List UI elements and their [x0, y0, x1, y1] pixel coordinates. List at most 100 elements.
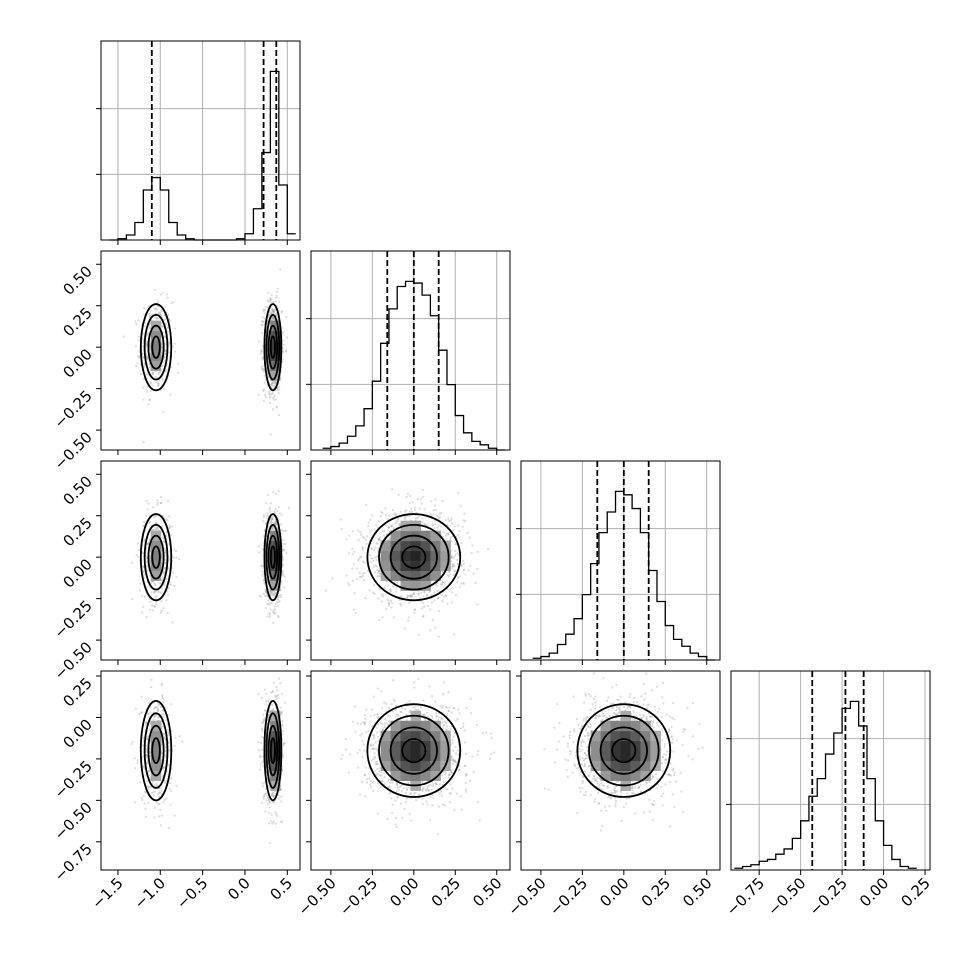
sample-point [164, 754, 167, 757]
sample-point [471, 544, 474, 547]
sample-point [371, 557, 374, 560]
sample-point [414, 517, 417, 520]
sample-point [361, 574, 365, 577]
contour-0-3 [366, 513, 462, 602]
sample-point [136, 354, 140, 358]
sample-point [162, 571, 165, 574]
sample-point [164, 746, 167, 749]
sample-point [174, 736, 177, 739]
sample-point [269, 521, 272, 524]
sample-point [409, 594, 412, 598]
sample-point [430, 500, 433, 503]
sample-point [173, 342, 176, 345]
sample-point [434, 498, 437, 501]
sample-point [148, 398, 152, 401]
sample-point [150, 678, 153, 681]
sample-point [158, 379, 161, 382]
sample-point [267, 376, 270, 379]
sample-point [262, 579, 265, 582]
sample-point [143, 573, 146, 576]
sample-point [271, 381, 275, 385]
sample-point [461, 559, 465, 563]
sample-point [390, 606, 393, 609]
sample-point [263, 374, 266, 378]
sample-point [378, 575, 381, 578]
sample-point [426, 604, 430, 608]
sample-point [154, 514, 157, 518]
sample-point [271, 392, 274, 395]
sample-point [451, 565, 455, 568]
sample-point [457, 576, 460, 579]
sample-point [145, 372, 149, 376]
sample-point [456, 533, 459, 536]
sample-point [273, 605, 277, 608]
density-cell [420, 530, 431, 542]
sample-point [153, 816, 156, 819]
sample-point [351, 530, 354, 533]
sample-point [283, 548, 286, 551]
sample-point [374, 571, 377, 574]
sample-point [143, 325, 147, 328]
sample-point [162, 733, 165, 736]
sample-point [360, 533, 363, 536]
sample-point [151, 609, 154, 612]
sample-point [345, 538, 348, 541]
sample-point [370, 529, 373, 532]
sample-point [141, 565, 144, 568]
sample-point [143, 595, 147, 598]
sample-point [266, 299, 269, 302]
sample-point [261, 785, 265, 788]
sample-point [146, 785, 150, 788]
sample-point [165, 293, 169, 296]
sample-point [262, 721, 265, 724]
sample-point [158, 312, 161, 315]
sample-point [162, 801, 165, 804]
pair-panel-1-0 [96, 250, 301, 455]
sample-point [149, 600, 152, 603]
sample-point [145, 761, 148, 764]
sample-point [425, 524, 428, 527]
sample-point [274, 523, 277, 526]
sample-point [454, 543, 457, 546]
sample-point [162, 713, 165, 716]
y-tick-label-2-0: −0.50 [51, 638, 96, 683]
sample-point [285, 552, 288, 555]
sample-point [141, 744, 144, 747]
sample-point [281, 357, 284, 361]
density-cell [380, 560, 392, 571]
sample-point [159, 787, 162, 790]
sample-point [264, 395, 267, 399]
sample-point [273, 380, 276, 383]
sample-point [359, 556, 362, 559]
sample-point [269, 299, 272, 302]
sample-point [161, 325, 164, 328]
sample-point [161, 536, 165, 539]
sample-point [162, 387, 165, 391]
sample-point [417, 593, 420, 596]
sample-point [169, 319, 172, 322]
sample-point [271, 317, 274, 320]
density-cell [410, 570, 421, 581]
sample-point [140, 796, 143, 800]
sample-point [381, 530, 384, 533]
sample-point [378, 538, 381, 542]
sample-point [163, 355, 166, 359]
sample-point [270, 383, 273, 386]
sample-point [142, 356, 145, 359]
sample-point [281, 768, 284, 771]
sample-point [389, 589, 392, 592]
sample-point [268, 811, 271, 814]
sample-point [270, 293, 273, 297]
sample-point [266, 615, 269, 618]
sample-point [151, 371, 154, 374]
density-cell [400, 580, 411, 591]
sample-point [271, 794, 274, 797]
sample-point [141, 338, 145, 341]
sample-point [151, 372, 154, 376]
sample-point [426, 593, 429, 597]
sample-point [274, 382, 277, 385]
sample-point [380, 594, 383, 597]
sample-point [156, 300, 160, 303]
sample-point [281, 339, 284, 342]
density-cell [440, 560, 451, 571]
